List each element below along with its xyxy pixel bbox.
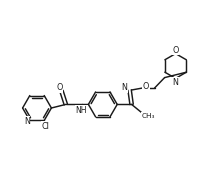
Text: N: N [121, 83, 127, 92]
Text: NH: NH [76, 106, 87, 115]
Text: N: N [24, 117, 30, 126]
Text: O: O [172, 46, 179, 55]
Text: O: O [143, 82, 149, 91]
Text: O: O [56, 83, 63, 92]
Text: CH₃: CH₃ [142, 113, 155, 119]
Text: Cl: Cl [41, 122, 49, 131]
Text: N: N [173, 78, 178, 87]
